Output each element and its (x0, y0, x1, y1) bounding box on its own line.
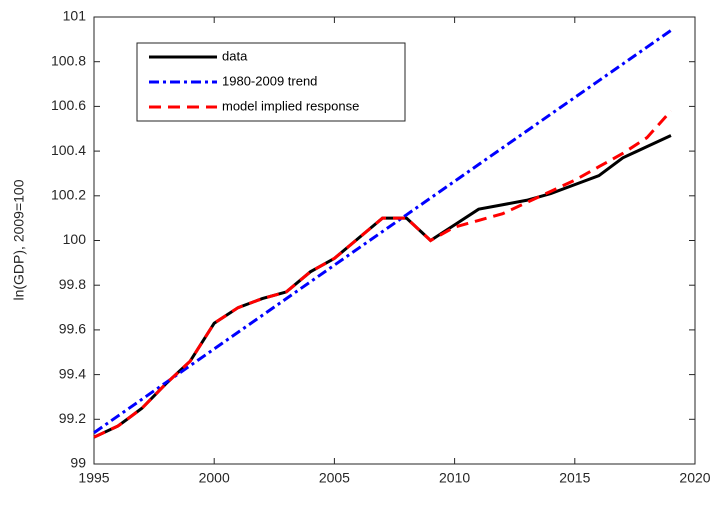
y-tick-label: 101 (63, 8, 87, 24)
y-tick-label: 99.8 (59, 276, 86, 292)
x-tick-label: 2005 (319, 470, 350, 486)
legend-label: 1980-2009 trend (222, 73, 317, 88)
legend-label: model implied response (222, 98, 359, 113)
x-tick-label: 1995 (78, 470, 109, 486)
y-tick-label: 99.2 (59, 410, 86, 426)
x-tick-label: 2020 (679, 470, 710, 486)
y-tick-label: 99.4 (59, 365, 86, 381)
series-line (93, 109, 673, 439)
x-tick-label: 2015 (559, 470, 590, 486)
y-tick-label: 100.6 (51, 97, 86, 113)
y-tick-label: 100.2 (51, 187, 86, 203)
y-tick-label: 99.6 (59, 321, 86, 337)
y-tick-label: 100 (63, 231, 87, 247)
y-tick-label: 100.8 (51, 52, 86, 68)
y-axis-label: ln(GDP), 2009=100 (11, 179, 27, 300)
legend-label: data (222, 48, 248, 63)
y-tick-label: 99 (70, 455, 86, 471)
x-tick-label: 2000 (199, 470, 230, 486)
y-tick-label: 100.4 (51, 142, 86, 158)
x-tick-label: 2010 (439, 470, 470, 486)
series-line (93, 29, 672, 434)
